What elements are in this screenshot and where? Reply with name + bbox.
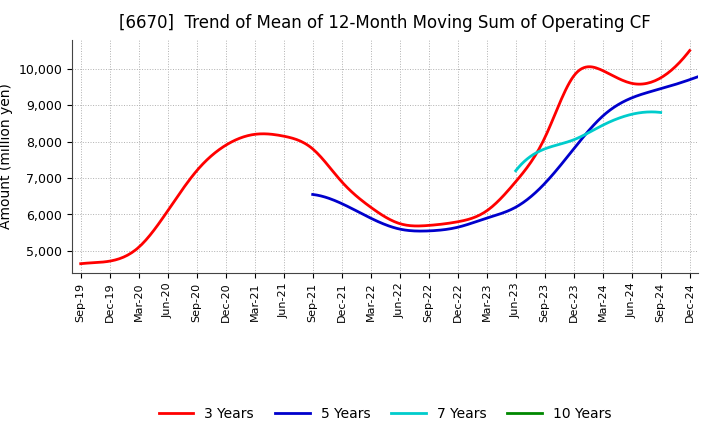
3 Years [629, 81, 637, 86]
3 Years [590, 65, 598, 70]
7 Years [643, 110, 652, 115]
5 Years [678, 80, 686, 85]
7 Years [657, 110, 665, 115]
Title: [6670]  Trend of Mean of 12-Month Moving Sum of Operating CF: [6670] Trend of Mean of 12-Month Moving … [120, 15, 651, 33]
5 Years [308, 192, 317, 197]
7 Years [600, 122, 609, 127]
7 Years [512, 168, 521, 173]
3 Years [76, 261, 85, 266]
Y-axis label: Amount (million yen): Amount (million yen) [0, 83, 13, 229]
Line: 5 Years: 5 Years [312, 69, 719, 231]
7 Years [597, 123, 606, 128]
5 Years [558, 160, 567, 165]
3 Years [78, 261, 87, 266]
7 Years [634, 110, 642, 116]
5 Years [714, 66, 720, 71]
7 Years [511, 168, 520, 173]
5 Years [652, 88, 660, 93]
Line: 3 Years: 3 Years [81, 51, 690, 264]
7 Years [598, 123, 606, 128]
Legend: 3 Years, 5 Years, 7 Years, 10 Years: 3 Years, 5 Years, 7 Years, 10 Years [153, 401, 617, 426]
5 Years [552, 169, 560, 174]
3 Years [439, 221, 448, 227]
5 Years [550, 170, 559, 175]
7 Years [647, 109, 656, 114]
5 Years [310, 192, 318, 197]
5 Years [415, 228, 424, 234]
Line: 7 Years: 7 Years [516, 112, 661, 171]
3 Years [449, 220, 458, 225]
3 Years [685, 48, 694, 53]
3 Years [437, 222, 446, 227]
